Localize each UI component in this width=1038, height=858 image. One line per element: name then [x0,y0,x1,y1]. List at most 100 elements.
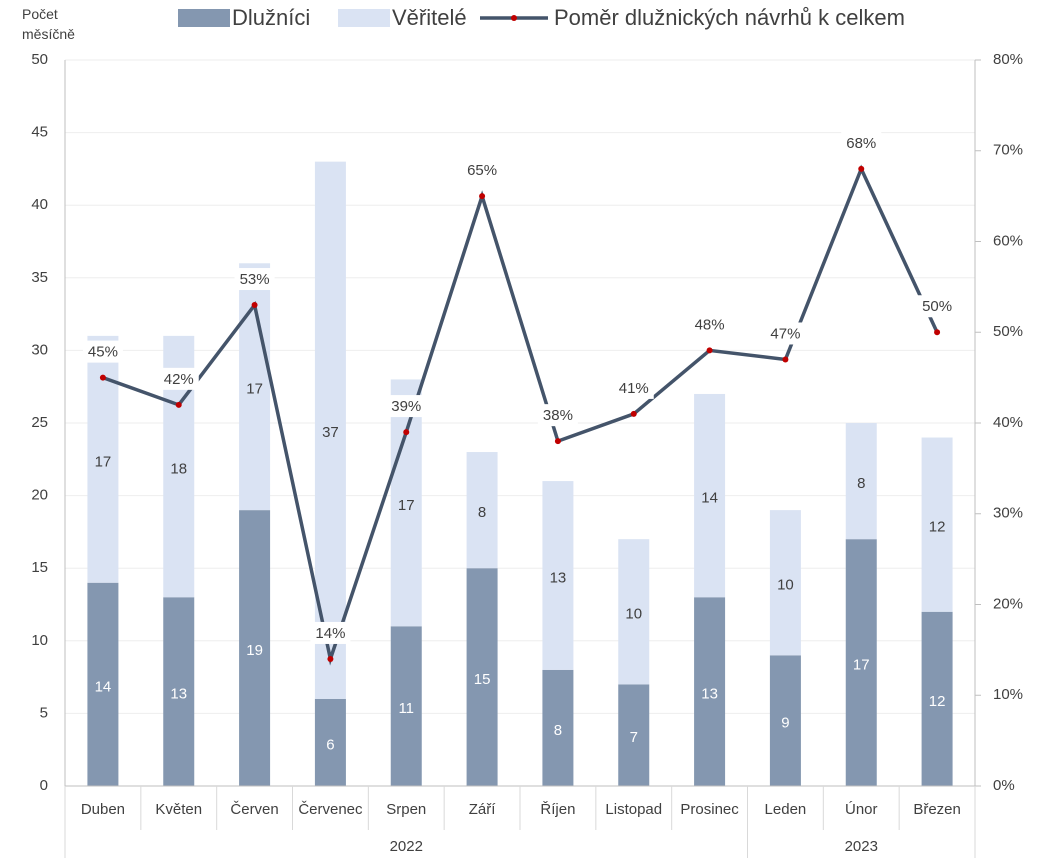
line-label: 42% [164,371,194,388]
label-bg [841,131,882,154]
legend-label: Dlužníci [232,5,310,30]
label-bg [765,322,806,345]
bar-label: 17 [398,497,415,514]
bar-label: 18 [170,461,187,478]
y2-tick-label: 30% [993,505,1023,522]
bar-label: 12 [929,693,946,710]
bar-label: 17 [853,657,870,674]
bar-segment [845,423,877,540]
bar-segment [163,597,195,786]
line-label: 14% [315,625,345,642]
y-axis-title: Počet měsíčně [22,6,75,42]
y-tick-label: 5 [40,704,48,721]
bar-segment [921,437,953,612]
bar-segment [921,611,953,786]
bar-label: 10 [777,577,794,594]
bar-label: 8 [857,475,865,492]
bar-label: 12 [929,519,946,536]
line-marker [175,401,182,408]
line-marker [479,193,486,200]
legend-swatch [178,9,230,27]
bar-segment [694,393,726,598]
line-marker [934,329,941,336]
bar-label: 8 [554,722,562,739]
y2-tick-label: 60% [993,232,1023,249]
line-marker [630,410,637,417]
label-bg [537,404,578,427]
bar-segment [390,379,422,627]
bar-label: 19 [246,642,263,659]
bar-label: 17 [246,381,263,398]
line-marker [251,302,258,309]
x-tick-label: Září [469,801,497,818]
x-tick-label: Listopad [605,801,662,818]
bar-label: 11 [398,700,414,717]
bar-label: 15 [474,671,491,688]
line-label: 41% [619,380,649,397]
y2-tick-label: 50% [993,323,1023,340]
bar-label: 14 [95,678,112,695]
line-marker [554,438,561,445]
line-label: 38% [543,407,573,424]
line [102,164,939,666]
group-label: 2023 [845,838,878,855]
bar-label: 37 [322,424,339,441]
bar-label: 17 [95,453,112,470]
y-tick-label: 15 [31,559,48,576]
y-tick-label: 25 [31,414,48,431]
bar-label: 6 [326,736,334,753]
y2-tick-label: 80% [993,51,1023,68]
line-marker [782,356,789,363]
legend-swatch [338,9,390,27]
group-label: 2022 [390,838,423,855]
bar-segment [390,626,422,786]
y2-tick-label: 10% [993,686,1023,703]
bar-segment [466,568,498,786]
line-marker [706,347,713,354]
line-label: 65% [467,162,497,179]
bar-segment [845,539,877,786]
line-label: 50% [922,298,952,315]
label-bg [158,367,199,390]
x-tick-label: Červenec [298,801,363,818]
bar-label: 7 [630,729,638,746]
label-bg [917,295,958,318]
y-tick-label: 0 [40,777,48,794]
bar-segment [314,698,346,786]
label-bg [689,313,730,336]
y2-tick-label: 0% [993,777,1015,794]
y2-tick-label: 40% [993,414,1023,431]
bar-label: 10 [625,606,642,623]
legend-marker [511,15,517,21]
y-tick-label: 20 [31,487,48,504]
bar-segment [542,669,574,786]
x-tick-label: Březen [913,801,961,818]
bar-label: 13 [550,569,567,586]
y-tick-label: 30 [31,341,48,358]
bar-segment [769,510,801,656]
line-label: 45% [88,344,118,361]
x-tick-label: Leden [765,801,807,818]
bar-label: 13 [701,686,718,703]
bar-segment [542,481,574,670]
line-label: 48% [695,316,725,333]
bar-label: 8 [478,504,486,521]
bar-segment [694,597,726,786]
label-bg [82,340,123,363]
line-label: 53% [240,271,270,288]
line-marker [403,429,410,436]
label-bg [386,395,427,418]
bar-label: 14 [701,490,718,507]
bar-segment [618,539,650,685]
y-tick-label: 50 [31,51,48,68]
y2-tick-label: 20% [993,595,1023,612]
bar-segment [769,655,801,786]
line-label: 47% [770,325,800,342]
y2-tick-label: 70% [993,142,1023,159]
y-tick-label: 10 [31,632,48,649]
legend-label: Věřitelé [392,5,467,30]
y-tick-label: 45 [31,124,48,141]
line-marker [99,374,106,381]
y-tick-label: 40 [31,196,48,213]
